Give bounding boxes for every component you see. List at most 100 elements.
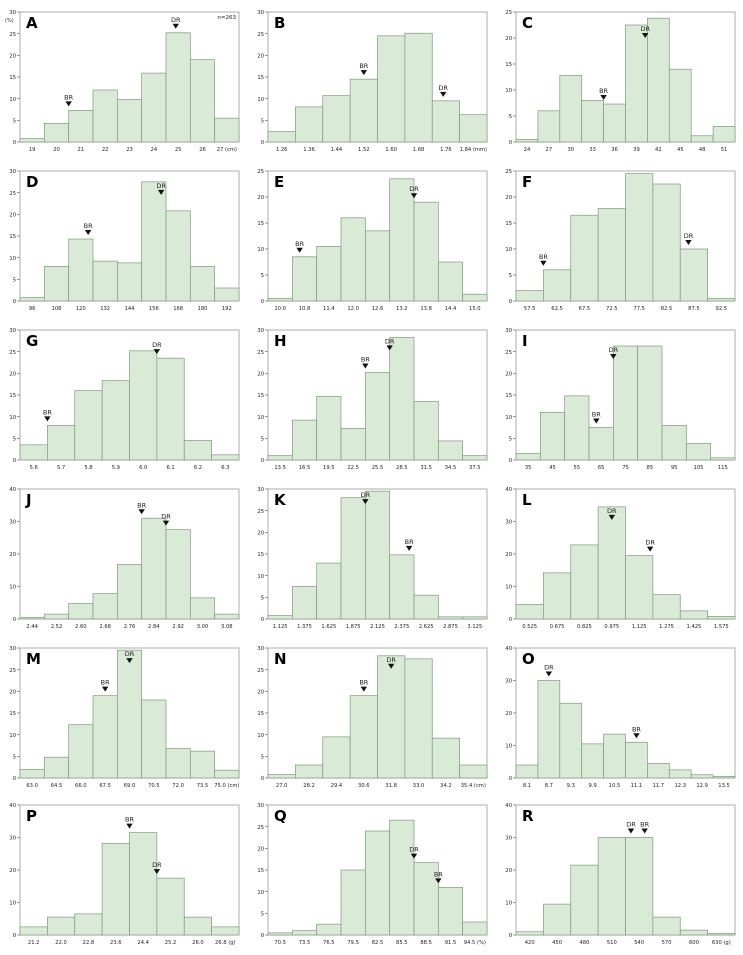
histogram-bar	[637, 345, 663, 461]
y-tick-label: 30	[257, 487, 264, 493]
x-tick-label: 19	[29, 147, 36, 153]
histogram-bar	[559, 75, 583, 143]
marker-arrow	[172, 23, 179, 29]
histogram-bar	[183, 916, 212, 936]
histogram-bar	[413, 401, 439, 461]
y-tick-label: 25	[257, 668, 264, 674]
marker-label: BR	[539, 253, 548, 261]
y-tick-label: 25	[9, 350, 16, 356]
y-tick-label: 25	[257, 32, 264, 38]
histogram-bar	[291, 930, 318, 936]
x-tick-label: 72.5	[606, 306, 618, 312]
histogram-bar	[43, 123, 70, 143]
histogram-bar	[515, 139, 539, 143]
x-tick-label: 70.5	[274, 940, 286, 946]
marker-label: BR	[84, 222, 93, 230]
y-tick-label: 40	[505, 803, 512, 809]
histogram-bar	[141, 517, 167, 620]
x-tick-label: 70.5	[148, 783, 160, 789]
y-tick-label: 10	[257, 890, 264, 896]
x-tick-label: 6.2	[194, 465, 202, 471]
y-tick-label: 20	[9, 213, 16, 219]
x-tick-label: 2.375	[394, 624, 409, 630]
histogram-panel-l: 0 10 20 30 40 0.525 0.675 0.825 0.975 1.125 1.275 1…	[500, 481, 739, 633]
histogram-bar	[364, 372, 391, 461]
marker-arrow	[153, 349, 161, 355]
histogram-svg: 0 5 10 15 20 25 30 35 45 55 65 75 85 95 105 115 DR BR I	[505, 328, 736, 471]
histogram-bar	[267, 932, 293, 936]
y-tick-label: 10	[257, 733, 264, 739]
y-tick-label: 15	[257, 868, 264, 874]
x-tick-label: 24.4	[137, 940, 149, 946]
x-tick-label: 6.0	[139, 465, 147, 471]
x-tick-label: 5.9	[112, 465, 120, 471]
marker-label: BR	[125, 816, 134, 824]
histogram-bar	[47, 424, 76, 461]
histogram-bar	[690, 135, 714, 143]
x-tick-label: 30	[567, 147, 574, 153]
y-tick-label: 30	[9, 520, 16, 526]
histogram-bar	[19, 138, 45, 143]
marker-label: DR	[409, 185, 419, 193]
x-tick-label: 69.0	[124, 783, 136, 789]
x-tick-label: 39	[633, 147, 640, 153]
histogram-bar	[712, 776, 736, 779]
x-tick-label: 570	[662, 940, 672, 946]
histogram-bar	[19, 768, 45, 779]
x-tick-label: 65	[598, 465, 605, 471]
panel-letter: D	[26, 173, 38, 191]
y-tick-label: 20	[9, 552, 16, 558]
y-tick-label: 5	[509, 114, 512, 120]
x-tick-label: 1.26	[276, 147, 288, 153]
histogram-bar	[570, 544, 599, 620]
y-tick-label: 20	[257, 690, 264, 696]
x-tick-label: 21	[78, 147, 85, 153]
histogram-bar	[43, 613, 70, 620]
histogram-bar	[389, 337, 415, 461]
histogram-bar	[515, 290, 544, 302]
x-tick-label: 12.6	[372, 306, 384, 312]
panel-letter: P	[26, 807, 37, 825]
y-tick-label: 20	[257, 372, 264, 378]
histogram-bar	[267, 131, 296, 143]
histogram-bar	[316, 923, 342, 936]
x-tick-label: 25	[175, 147, 182, 153]
x-tick-label: 19.5	[323, 465, 335, 471]
x-tick-label: 66.0	[75, 783, 87, 789]
y-tick-label: 10	[9, 256, 16, 262]
x-tick-label: 26.8 (g)	[215, 940, 236, 946]
y-tick-label: 30	[9, 328, 16, 334]
y-tick-label: 5	[261, 273, 264, 279]
x-tick-label: 2.60	[75, 624, 87, 630]
histogram-bar	[214, 117, 240, 143]
histogram-svg: 0 5 10 15 20 25 30 1.125 1.375 1.625 1.875 2.125 2.3…	[257, 487, 488, 630]
histogram-panel-g: 0 5 10 15 20 25 30 5.6 5.7 5.8 5.9 6.0 6.1 6.2 6.3 BR DR…	[4, 322, 243, 474]
histogram-bar	[101, 842, 130, 936]
x-tick-label: 12.3	[674, 783, 686, 789]
marker-label: DR	[385, 337, 395, 345]
histogram-bar	[679, 610, 708, 620]
y-tick-label: 10	[9, 415, 16, 421]
x-tick-label: 79.5	[347, 940, 359, 946]
x-tick-label: 62.5	[551, 306, 563, 312]
x-tick-label: 85.5	[396, 940, 408, 946]
y-tick-label: 25	[9, 668, 16, 674]
y-tick-label: 10	[9, 733, 16, 739]
y-tick-label: 40	[505, 487, 512, 493]
y-tick-label: 5	[261, 912, 264, 918]
x-tick-label: 2.92	[172, 624, 184, 630]
x-tick-label: 22	[102, 147, 109, 153]
y-tick-label: 25	[505, 169, 512, 175]
x-tick-label: 55	[574, 465, 581, 471]
y-tick-label: 30	[9, 169, 16, 175]
marker-arrow	[405, 545, 413, 551]
y-tick-label: 10	[257, 97, 264, 103]
histogram-bar	[349, 78, 378, 143]
y-tick-label: 20	[9, 54, 16, 60]
histogram-bar	[47, 916, 76, 936]
panel-letter: F	[522, 173, 532, 191]
histogram-bar	[316, 246, 342, 302]
y-tick-label: 30	[257, 803, 264, 809]
x-tick-label: 73.5	[197, 783, 209, 789]
x-tick-label: 27 (cm)	[217, 147, 237, 153]
